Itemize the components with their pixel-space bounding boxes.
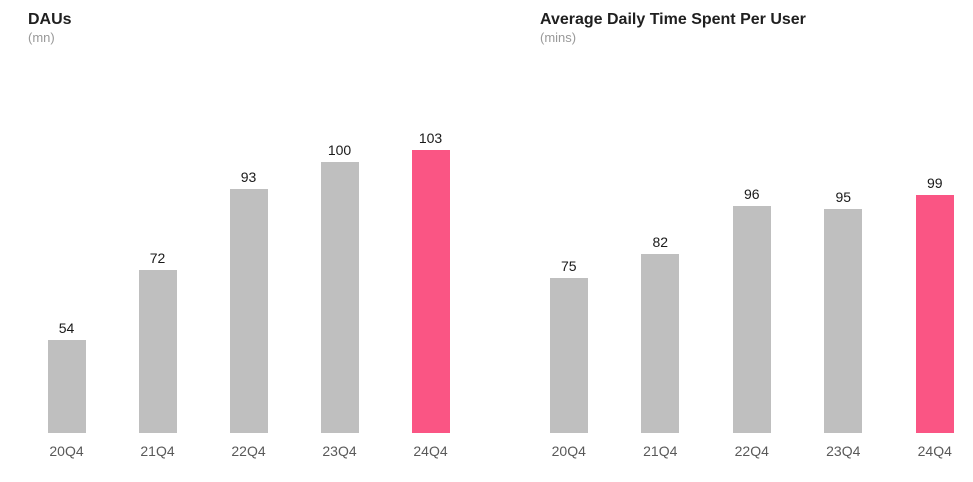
- bar-group: 93: [203, 123, 294, 433]
- x-tick-label: 24Q4: [917, 443, 952, 459]
- bar-value-label: 96: [743, 185, 760, 202]
- bar-group: 75: [523, 123, 615, 433]
- bar-group: 103: [385, 123, 476, 433]
- x-tick-label: 23Q4: [322, 443, 357, 459]
- bar: [138, 270, 177, 433]
- x-tick-label: 23Q4: [826, 443, 861, 459]
- x-tick-label: 24Q4: [413, 443, 448, 459]
- chart-time-spent: Average Daily Time Spent Per User (mins)…: [523, 0, 973, 482]
- bar-group: 54: [21, 123, 112, 433]
- x-tick-label: 20Q4: [49, 443, 84, 459]
- x-tick-label: 22Q4: [734, 443, 769, 459]
- bar-group: 95: [798, 123, 890, 433]
- bar-highlighted: [411, 150, 450, 433]
- bar-group: 99: [889, 123, 973, 433]
- bar-value-label: 75: [560, 258, 577, 274]
- bar-group: 96: [706, 123, 798, 433]
- bar-value-label: 54: [58, 320, 75, 336]
- x-tick-label: 20Q4: [551, 443, 586, 459]
- bar-value-label: 95: [835, 189, 852, 206]
- bar: [47, 340, 86, 433]
- x-axis-labels: 20Q4 21Q4 22Q4 23Q4 24Q4: [21, 433, 476, 458]
- bar-value-label: 93: [240, 168, 257, 185]
- bar: [549, 278, 588, 433]
- chart-title: DAUs: [28, 11, 72, 28]
- plot-area: 54 72 93 100 103: [21, 123, 476, 433]
- bar-group: 72: [112, 123, 203, 433]
- chart-daus: DAUs (mn) 54 72 93 100 103 20Q4 21Q4 22Q4 23Q4 2…: [21, 0, 476, 482]
- bar: [320, 161, 359, 433]
- plot-area: 75 82 96 95 99: [523, 123, 973, 433]
- bar-value-label: 72: [149, 250, 166, 267]
- bar-value-label: 103: [418, 130, 443, 147]
- x-tick-label: 21Q4: [643, 443, 678, 459]
- x-tick-label: 21Q4: [140, 443, 175, 459]
- bar-highlighted: [915, 195, 954, 433]
- bar-value-label: 99: [926, 175, 943, 192]
- bar-value-label: 82: [652, 233, 669, 250]
- bar: [229, 188, 268, 433]
- bar-value-label: 100: [327, 141, 352, 158]
- chart-subtitle: (mn): [28, 30, 55, 45]
- chart-title: Average Daily Time Spent Per User: [540, 11, 806, 28]
- bar-group: 82: [615, 123, 707, 433]
- x-axis-labels: 20Q4 21Q4 22Q4 23Q4 24Q4: [523, 433, 973, 458]
- bar: [641, 253, 680, 433]
- bar-group: 100: [294, 123, 385, 433]
- chart-subtitle: (mins): [540, 30, 577, 45]
- x-tick-label: 22Q4: [231, 443, 266, 459]
- bar: [732, 205, 771, 433]
- bar: [824, 209, 863, 433]
